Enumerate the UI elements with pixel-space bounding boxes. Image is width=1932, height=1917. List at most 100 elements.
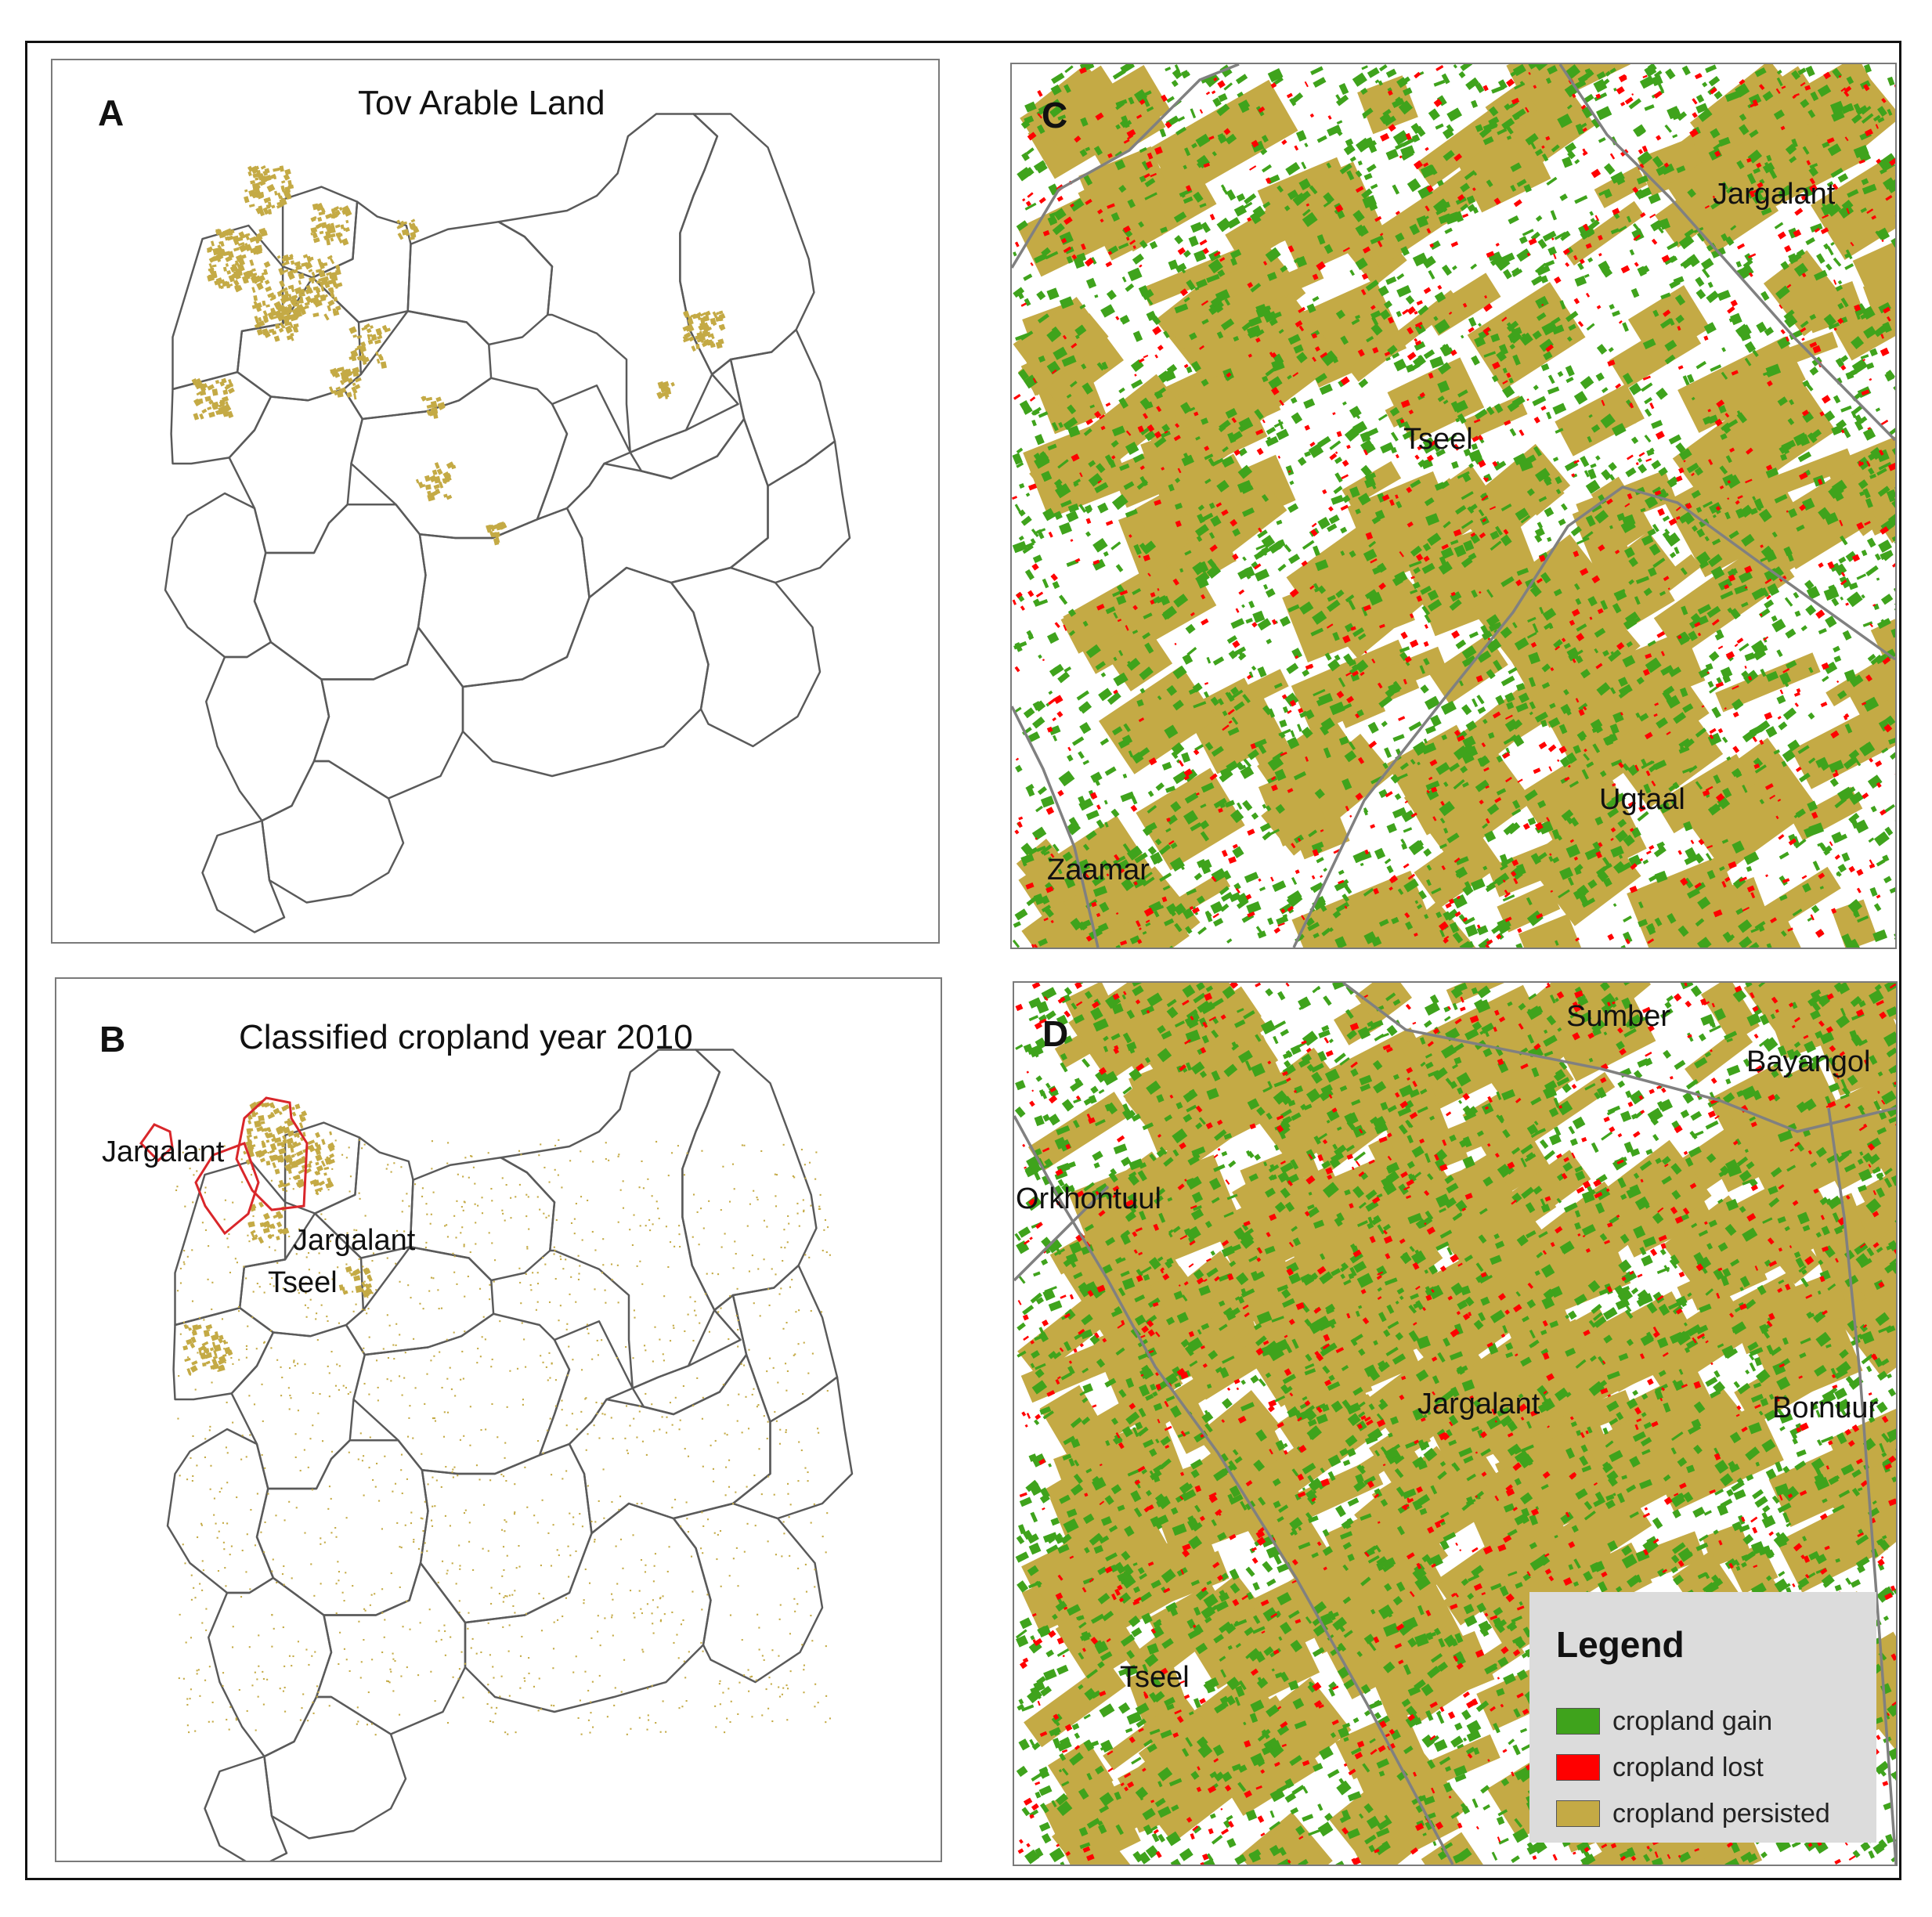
cropland-pixel [503, 1596, 505, 1599]
arable-patch [688, 336, 695, 342]
gain-pixel [1823, 243, 1829, 250]
gain-pixel [1862, 183, 1877, 195]
cropland-pixel [711, 1273, 713, 1275]
cropland-pixel [577, 1278, 580, 1281]
gain-pixel [1706, 605, 1721, 619]
cropland-pixel [651, 1684, 653, 1687]
cropland-pixel [652, 1360, 654, 1363]
arable-patch [360, 351, 366, 359]
gain-pixel [1553, 639, 1563, 649]
cropland-pixel [293, 1359, 295, 1362]
gain-pixel [1254, 409, 1264, 420]
gain-pixel [1703, 500, 1713, 508]
gain-pixel [1320, 717, 1335, 731]
gain-pixel [1627, 764, 1639, 776]
gain-pixel [1026, 630, 1034, 638]
cropland-pixel [345, 1263, 348, 1265]
gain-pixel [1609, 724, 1620, 735]
gain-pixel [1378, 285, 1389, 297]
cropland-pixel [282, 1287, 284, 1290]
gain-pixel [1365, 280, 1379, 291]
gain-pixel [1110, 541, 1121, 551]
gain-pixel [1454, 399, 1468, 413]
cropland-pixel [186, 1698, 189, 1700]
gain-pixel [1778, 721, 1788, 731]
cropland-pixel [273, 1285, 275, 1287]
arable-patch [334, 209, 341, 216]
cropland-pixel [194, 1730, 197, 1732]
gain-pixel [1394, 792, 1402, 800]
gain-pixel [1121, 276, 1127, 283]
gain-pixel [1186, 888, 1197, 896]
place-label-tseel: Tseel [268, 1266, 338, 1299]
cropland-pixel [728, 1459, 731, 1461]
arable-patch [184, 1357, 191, 1363]
gain-pixel [1628, 579, 1634, 585]
gain-pixel [1808, 428, 1822, 441]
gain-pixel [1891, 446, 1895, 457]
gain-pixel [1705, 662, 1714, 671]
gain-pixel [1287, 553, 1301, 565]
persisted-field [1518, 914, 1600, 948]
cropland-pixel [602, 1264, 605, 1266]
cropland-pixel [363, 1347, 365, 1349]
cropland-pixel [652, 1580, 655, 1583]
gain-pixel [1823, 587, 1840, 601]
cropland-pixel [696, 1211, 699, 1213]
cropland-pixel [767, 1707, 770, 1709]
cropland-pixel [489, 1298, 491, 1301]
gain-pixel [1730, 225, 1737, 231]
gain-pixel [1206, 565, 1222, 579]
gain-pixel [1659, 801, 1671, 814]
gain-pixel [1203, 691, 1210, 699]
gain-pixel [1398, 100, 1414, 115]
cropland-pixel [490, 1602, 493, 1605]
cropland-pixel [775, 1195, 777, 1197]
gain-pixel [1363, 172, 1373, 181]
cropland-pixel [726, 1717, 728, 1720]
gain-pixel [1828, 760, 1844, 773]
cropland-pixel [625, 1346, 627, 1348]
gain-pixel [1641, 382, 1653, 392]
gain-pixel [1537, 238, 1547, 249]
gain-pixel [1712, 514, 1717, 518]
gain-pixel [1479, 126, 1492, 139]
arable-patch [427, 410, 432, 416]
arable-patch [202, 1362, 207, 1367]
arable-patch [190, 1365, 198, 1373]
gain-pixel [1461, 491, 1474, 500]
gain-pixel [1123, 120, 1132, 128]
gain-pixel [1482, 823, 1489, 829]
cropland-pixel [460, 1651, 463, 1653]
gain-pixel [1036, 291, 1046, 301]
gain-pixel [1545, 78, 1552, 85]
cropland-pixel [396, 1522, 399, 1524]
cropland-pixel [502, 1212, 504, 1215]
cropland-pixel [793, 1176, 796, 1179]
cropland-pixel [305, 1256, 308, 1258]
gain-pixel [1486, 589, 1493, 598]
arable-patch [660, 392, 667, 397]
gain-pixel [1352, 72, 1367, 87]
cropland-pixel [298, 1228, 301, 1230]
arable-patch [254, 1111, 258, 1116]
gain-pixel [1360, 464, 1373, 477]
cropland-pixel [592, 1726, 594, 1728]
gain-pixel [1567, 876, 1574, 886]
arable-patch [695, 343, 700, 349]
cropland-pixel [241, 1435, 244, 1437]
cropland-pixel [704, 1293, 707, 1295]
cropland-pixel [822, 1536, 824, 1538]
cropland-pixel [441, 1387, 443, 1389]
cropland-pixel [299, 1719, 302, 1721]
cropland-pixel [201, 1622, 204, 1624]
cropland-pixel [320, 1537, 322, 1540]
cropland-pixel [724, 1233, 726, 1235]
cropland-pixel [299, 1469, 302, 1472]
lost-pixel [1486, 939, 1493, 945]
cropland-pixel [611, 1500, 613, 1504]
gain-pixel [1149, 240, 1158, 250]
cropland-pixel [757, 1613, 759, 1616]
gain-pixel [1762, 162, 1775, 174]
cropland-pixel [428, 1608, 431, 1611]
